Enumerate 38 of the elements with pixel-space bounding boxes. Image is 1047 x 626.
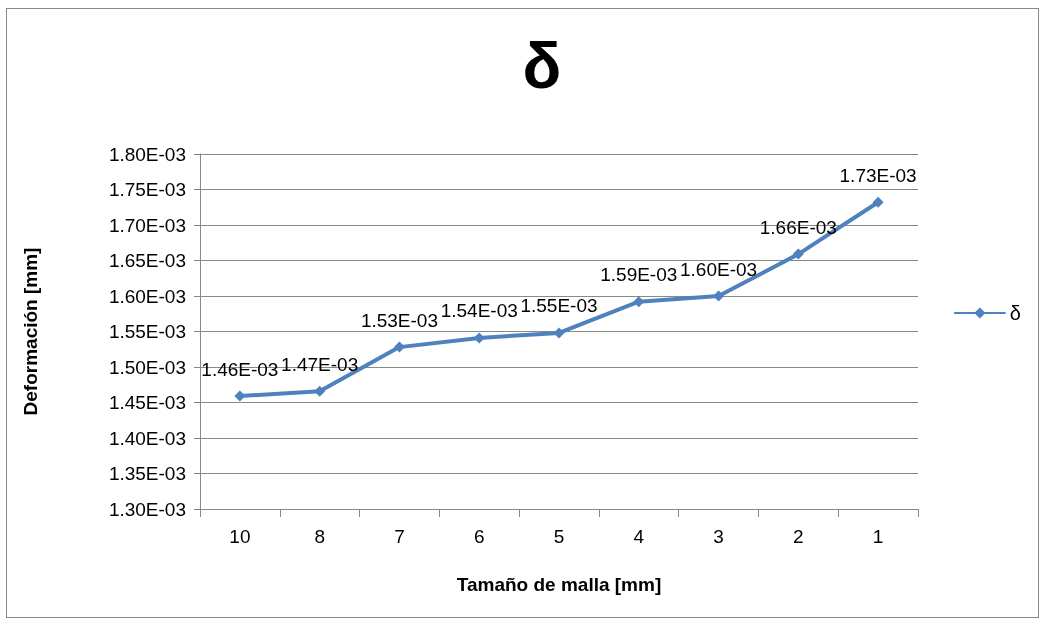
chart-title: δ xyxy=(522,30,562,102)
point xyxy=(393,341,405,353)
y-tick-label: 1.40E-03 xyxy=(108,427,186,449)
y-axis-title: Deformación [mm] xyxy=(20,247,41,416)
y-tick-label: 1.55E-03 xyxy=(108,321,186,342)
data-label: 1.46E-03 xyxy=(201,358,279,380)
data-label: 1.47E-03 xyxy=(281,353,359,375)
y-tick-label: 1.35E-03 xyxy=(108,463,186,484)
data-label: 1.54E-03 xyxy=(440,300,518,322)
y-tick-label: 1.50E-03 xyxy=(108,356,186,378)
x-tick-label: 7 xyxy=(394,526,405,547)
x-tick-label: 1 xyxy=(872,526,884,547)
x-tick-label: 8 xyxy=(314,526,325,547)
legend-label: δ xyxy=(1009,302,1022,324)
y-tick-label: 1.45E-03 xyxy=(108,392,186,413)
x-tick-label: 4 xyxy=(633,526,645,547)
data-label: 1.53E-03 xyxy=(360,309,439,331)
x-tick-label: 5 xyxy=(553,526,565,547)
x-tick-label: 3 xyxy=(713,526,724,547)
data-label: 1.66E-03 xyxy=(759,216,837,238)
data-label: 1.73E-03 xyxy=(839,164,917,186)
point xyxy=(792,248,804,260)
point xyxy=(713,290,725,302)
x-tick-label: 6 xyxy=(473,526,485,547)
data-label: 1.55E-03 xyxy=(520,295,598,317)
y-tick-label: 1.30E-03 xyxy=(108,498,186,520)
x-tick-label: 2 xyxy=(793,526,804,547)
y-tick-label: 1.80E-03 xyxy=(108,143,186,165)
data-label: 1.59E-03 xyxy=(600,264,678,286)
y-tick-label: 1.70E-03 xyxy=(108,214,186,236)
data-label: 1.60E-03 xyxy=(679,258,758,280)
x-axis-title: Tamaño de malla [mm] xyxy=(456,574,662,595)
y-tick-label: 1.65E-03 xyxy=(108,250,186,271)
point xyxy=(872,196,884,208)
x-tick-label: 10 xyxy=(229,526,251,547)
y-tick-label: 1.60E-03 xyxy=(108,285,186,307)
y-tick-label: 1.75E-03 xyxy=(108,179,186,200)
point xyxy=(314,385,326,397)
